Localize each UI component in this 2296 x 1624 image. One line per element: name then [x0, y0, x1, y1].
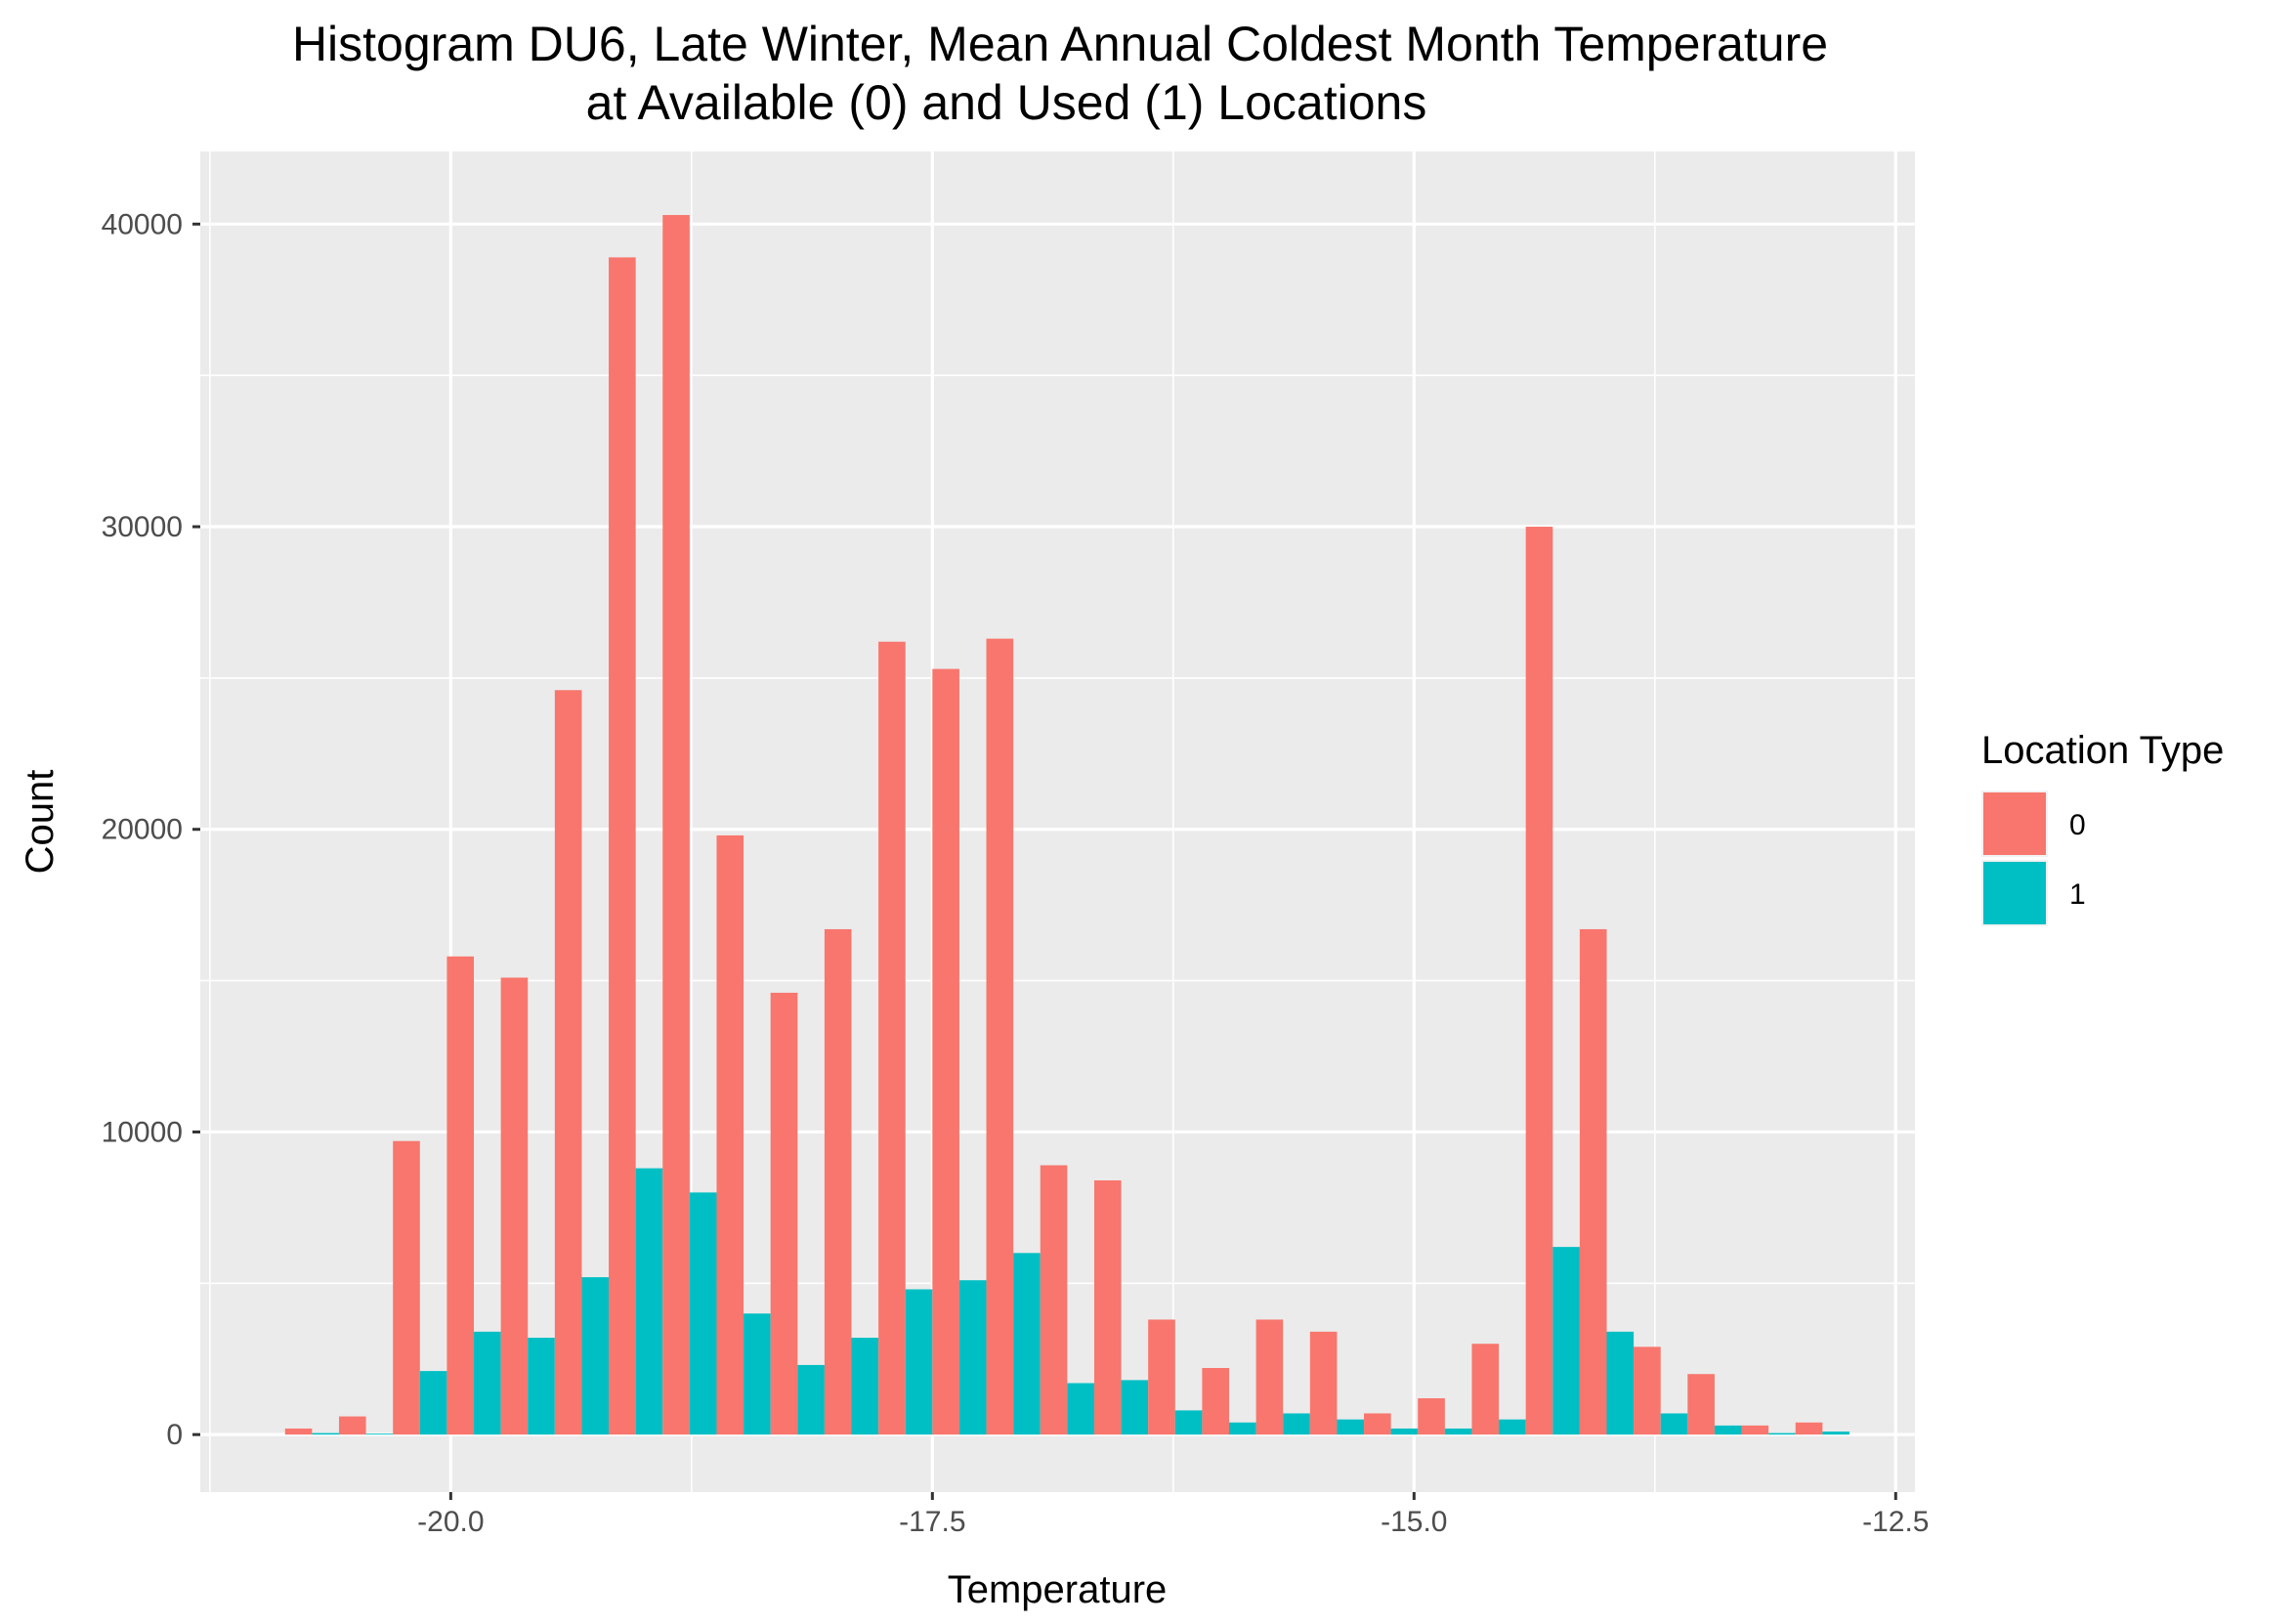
bar-series-1-bin-2 [419, 1371, 447, 1435]
bar-series-1-bin-6 [635, 1168, 663, 1435]
bar-series-0-bin-10 [824, 928, 852, 1435]
y-tick-label-4: 40000 [102, 208, 183, 240]
bar-series-0-bin-17 [1202, 1368, 1229, 1435]
bar-series-0-bin-8 [716, 834, 744, 1435]
bar-series-1-bin-22 [1499, 1419, 1526, 1435]
x-tick-label-0: -20.0 [417, 1506, 484, 1538]
bar-series-0-bin-19 [1309, 1331, 1338, 1435]
bar-series-1-bin-19 [1337, 1419, 1365, 1435]
bar-series-0-bin-28 [1795, 1422, 1823, 1435]
bar-series-1-bin-7 [689, 1192, 717, 1435]
x-tick-label-2: -15.0 [1381, 1506, 1447, 1538]
bar-series-0-bin-5 [554, 690, 582, 1435]
bar-series-0-bin-25 [1634, 1346, 1661, 1435]
bar-series-0-bin-21 [1418, 1397, 1445, 1435]
bar-series-1-bin-17 [1229, 1422, 1256, 1435]
bar-series-0-bin-6 [609, 257, 636, 1435]
bar-series-0-bin-26 [1687, 1374, 1715, 1435]
bar-series-1-bin-1 [365, 1433, 394, 1435]
bar-series-0-bin-1 [338, 1416, 366, 1435]
bar-series-1-bin-26 [1714, 1425, 1742, 1435]
bar-series-0-bin-12 [932, 668, 959, 1435]
bar-series-0-bin-11 [878, 641, 906, 1435]
bar-series-0-bin-2 [393, 1140, 420, 1435]
bar-series-1-bin-18 [1283, 1413, 1310, 1435]
bar-series-1-bin-28 [1822, 1432, 1850, 1435]
x-axis: -20.0 -17.5 -15.0 -12.5 [417, 1492, 1929, 1538]
x-axis-title: Temperature [948, 1568, 1168, 1611]
bar-series-0-bin-24 [1579, 928, 1607, 1435]
bar-series-1-bin-16 [1174, 1410, 1203, 1435]
bar-series-0-bin-27 [1741, 1425, 1769, 1435]
bar-series-0-bin-3 [446, 956, 475, 1435]
chart-subtitle: at Available (0) and Used (1) Locations [586, 75, 1427, 130]
bar-series-0-bin-14 [1040, 1165, 1068, 1435]
bar-series-0-bin-22 [1471, 1344, 1500, 1435]
legend-label-0: 0 [2069, 809, 2086, 841]
bar-series-1-bin-14 [1067, 1383, 1094, 1435]
bar-series-1-bin-10 [851, 1338, 879, 1435]
y-tick-label-3: 30000 [102, 511, 183, 543]
legend-title: Location Type [1981, 729, 2224, 772]
grid-minor [200, 151, 1915, 1492]
bar-series-0-bin-23 [1525, 527, 1553, 1435]
legend-label-1: 1 [2069, 878, 2086, 911]
y-tick-label-1: 10000 [102, 1116, 183, 1148]
bar-series-1-bin-0 [312, 1432, 339, 1435]
legend: Location Type 0 1 [1981, 729, 2224, 926]
bar-series-1-bin-21 [1444, 1428, 1472, 1435]
bars [284, 215, 1850, 1435]
bar-series-0-bin-15 [1093, 1180, 1122, 1435]
bar-series-0-bin-7 [662, 215, 690, 1435]
bar-series-0-bin-16 [1148, 1319, 1175, 1435]
bar-series-1-bin-8 [744, 1313, 771, 1435]
y-axis: 0 10000 20000 30000 40000 [102, 208, 200, 1451]
y-axis-title: Count [19, 770, 62, 875]
legend-swatch-1 [1983, 862, 2046, 924]
bar-series-1-bin-4 [528, 1338, 555, 1435]
bar-series-1-bin-12 [958, 1280, 987, 1435]
bar-series-1-bin-9 [797, 1364, 825, 1435]
bar-series-0-bin-13 [986, 638, 1014, 1435]
bar-series-0-bin-0 [284, 1428, 313, 1435]
bar-series-1-bin-5 [581, 1277, 610, 1435]
bar-series-0-bin-18 [1255, 1319, 1284, 1435]
bar-series-1-bin-15 [1121, 1380, 1149, 1435]
bar-series-0-bin-20 [1364, 1413, 1391, 1435]
bar-series-1-bin-23 [1552, 1247, 1580, 1435]
bar-series-1-bin-25 [1660, 1413, 1688, 1435]
bar-series-1-bin-27 [1768, 1432, 1796, 1435]
bar-series-0-bin-9 [770, 992, 798, 1435]
x-tick-label-3: -12.5 [1862, 1506, 1929, 1538]
bar-series-1-bin-24 [1606, 1331, 1635, 1435]
y-tick-label-2: 20000 [102, 814, 183, 846]
y-tick-label-0: 0 [166, 1419, 183, 1451]
legend-swatch-0 [1983, 792, 2046, 855]
x-tick-label-1: -17.5 [899, 1506, 965, 1538]
bar-series-1-bin-20 [1390, 1428, 1419, 1435]
bar-series-1-bin-3 [474, 1331, 501, 1435]
chart-title: Histogram DU6, Late Winter, Mean Annual … [292, 17, 1828, 71]
bar-series-1-bin-13 [1013, 1253, 1041, 1435]
bar-series-0-bin-4 [500, 977, 529, 1435]
bar-series-1-bin-11 [905, 1289, 933, 1435]
